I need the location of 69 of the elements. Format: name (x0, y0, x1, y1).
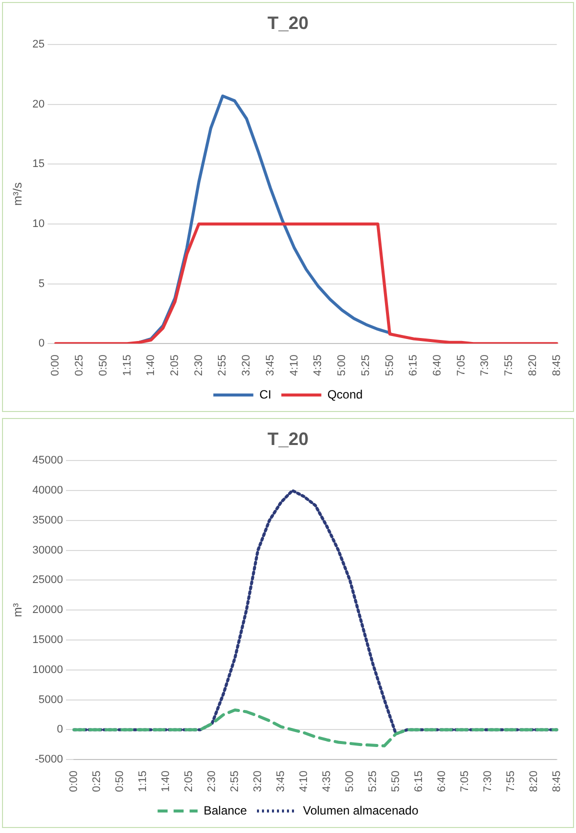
x-tick-label: 5:50 (384, 354, 396, 376)
y-tick-label: 15000 (32, 634, 63, 646)
y-tick-label: 25000 (32, 574, 63, 586)
x-tick-label: 1:40 (160, 770, 172, 792)
x-tick-label: 6:40 (436, 770, 448, 792)
y-axis-title: m³ (10, 603, 25, 618)
x-tick-label: 5:00 (344, 770, 356, 792)
y-tick-label: 0 (38, 338, 45, 350)
x-tick-label: 8:20 (526, 354, 539, 376)
y-tick-label: 45000 (32, 454, 63, 467)
y-tick-label: 5 (38, 278, 45, 290)
x-tick-label: 6:15 (412, 770, 425, 792)
x-tick-label: 6:40 (432, 354, 444, 376)
x-tick-label: 2:05 (182, 770, 195, 792)
chart-title: T_20 (267, 12, 309, 33)
x-tick-label: 4:10 (288, 354, 300, 376)
x-tick-label: 1:15 (121, 354, 134, 376)
y-tick-label: 20000 (32, 604, 63, 616)
x-tick-label: 4:35 (320, 770, 333, 792)
x-tick-label: 8:45 (550, 770, 563, 792)
y-tick-label: 0 (56, 724, 63, 736)
y-tick-label: 25 (32, 38, 45, 51)
y-tick-label: 30000 (32, 544, 63, 556)
y-tick-label: 35000 (32, 514, 63, 526)
x-tick-label: 2:55 (228, 770, 241, 792)
x-tick-label: 0:00 (50, 354, 62, 376)
x-tick-label: 5:25 (360, 354, 372, 376)
x-tick-label: 7:55 (504, 770, 517, 792)
x-tick-label: 3:20 (240, 354, 253, 376)
y-axis-title: m³/s (10, 182, 25, 206)
legend-label: Volumen almacenado (302, 803, 419, 818)
x-tick-label: 3:45 (264, 354, 276, 376)
x-tick-label: 7:55 (503, 354, 516, 376)
legend-label: CI (259, 387, 272, 402)
y-tick-label: 10000 (32, 664, 63, 676)
x-tick-label: 4:35 (312, 354, 324, 376)
x-tick-label: 0:50 (114, 770, 126, 792)
chart-title: T_20 (267, 428, 309, 449)
x-tick-label: 4:10 (298, 770, 310, 792)
x-tick-label: 7:30 (479, 354, 492, 376)
x-tick-label: 7:05 (458, 770, 471, 792)
x-tick-label: 2:30 (206, 770, 218, 792)
y-tick-label: 40000 (32, 484, 63, 497)
x-tick-label: 0:25 (74, 354, 86, 376)
x-tick-label: 5:50 (390, 770, 402, 792)
x-tick-label: 8:45 (550, 354, 563, 376)
y-tick-label: -5000 (34, 754, 63, 766)
x-tick-label: 5:25 (366, 770, 379, 792)
x-tick-label: 0:25 (91, 770, 104, 792)
x-tick-label: 0:50 (97, 354, 110, 376)
x-tick-label: 5:00 (336, 354, 348, 376)
x-tick-label: 1:15 (136, 770, 149, 792)
y-tick-label: 5000 (38, 694, 63, 706)
y-tick-label: 10 (32, 218, 45, 230)
x-tick-label: 3:20 (252, 770, 264, 792)
x-tick-label: 7:05 (455, 354, 468, 376)
x-tick-label: 2:55 (216, 354, 229, 376)
legend-label: Balance (204, 803, 248, 818)
x-tick-label: 6:15 (408, 354, 420, 376)
x-tick-label: 2:05 (168, 354, 181, 376)
y-tick-label: 15 (32, 158, 45, 170)
x-tick-label: 7:30 (482, 770, 494, 792)
x-tick-label: 0:00 (68, 770, 80, 792)
legend-label: Qcond (327, 387, 363, 402)
x-tick-label: 3:45 (274, 770, 287, 792)
y-tick-label: 20 (32, 98, 45, 110)
x-tick-label: 2:30 (192, 354, 205, 376)
x-tick-label: 1:40 (145, 354, 158, 376)
x-tick-label: 8:20 (528, 770, 540, 792)
